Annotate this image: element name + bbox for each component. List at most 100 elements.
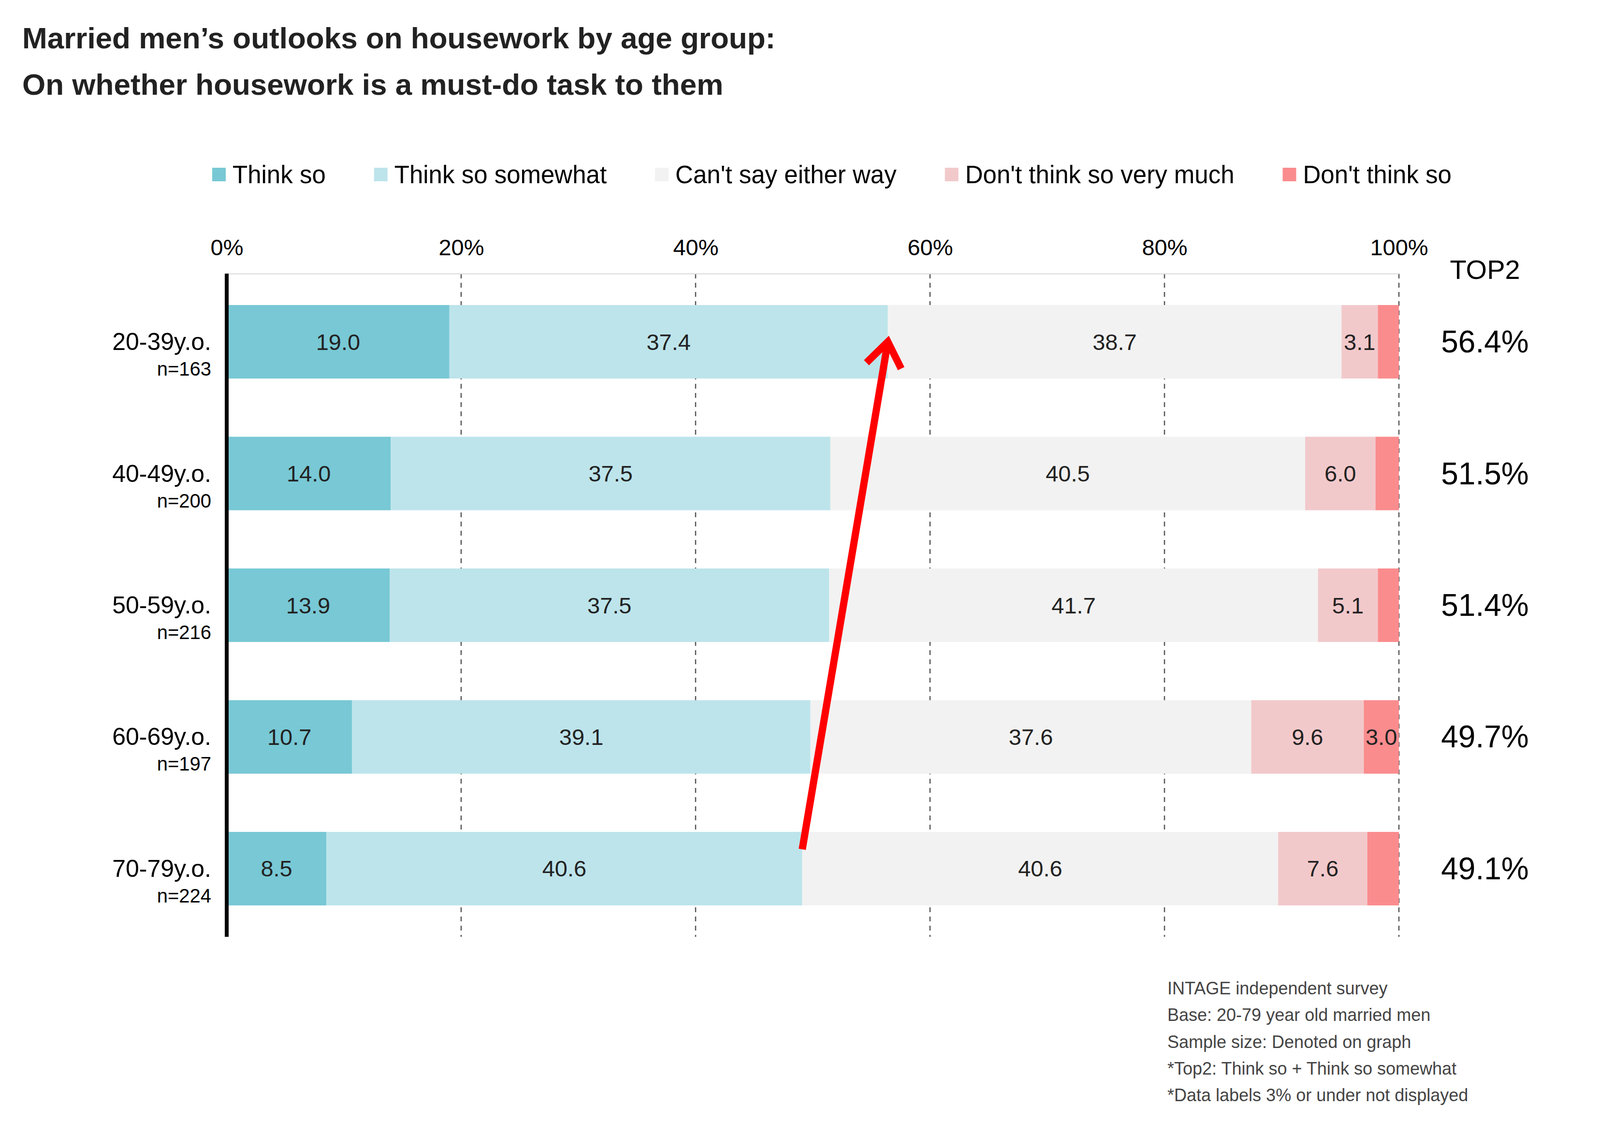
data-label: 37.4 (646, 329, 691, 355)
data-label: 3.0 (1365, 724, 1397, 750)
data-label: 10.7 (267, 724, 312, 750)
legend-swatch (945, 167, 959, 182)
x-tick-label: 40% (672, 234, 719, 261)
legend-label: Think so (232, 160, 326, 189)
note: Sample size: Denoted on graph (1167, 1032, 1411, 1052)
data-label: 7.6 (1307, 855, 1339, 882)
bar (829, 568, 1318, 642)
bar (1318, 568, 1379, 642)
data-label: 19.0 (316, 329, 361, 355)
note: Base: 20-79 year old married men (1167, 1004, 1431, 1025)
legend-swatch (654, 167, 669, 182)
x-tick: 0% (210, 234, 244, 274)
x-tick: 80% (1141, 234, 1188, 274)
trend-arrow (802, 341, 902, 850)
x-tick-label: 100% (1369, 234, 1428, 261)
background (0, 0, 1600, 1121)
data-label: 40.6 (1018, 855, 1062, 882)
x-tick: 60% (907, 234, 953, 274)
bar (1367, 831, 1399, 906)
note: *Top2: Think so + Think so somewhat (1167, 1058, 1457, 1079)
data-label: 9.6 (1291, 724, 1324, 750)
x-tick: 40% (672, 234, 719, 274)
data-label: 41.7 (1051, 592, 1096, 619)
y-tick-label: 50-59y.o. (112, 591, 212, 619)
bar (226, 436, 392, 510)
y-tick-sublabel: n=216 (157, 621, 212, 643)
y-axis: 20-39y.o.n=16340-49y.o.n=20050-59y.o.n=2… (112, 328, 212, 907)
top2-value: 51.5% (1440, 456, 1529, 492)
data-label: 6.0 (1324, 460, 1356, 487)
bar (1250, 699, 1364, 774)
bar (830, 436, 1306, 510)
y-tick-label: 20-39y.o. (112, 328, 212, 356)
top2-value: 51.4% (1440, 587, 1529, 623)
data-label: 13.9 (286, 592, 331, 619)
data-label: 8.5 (260, 855, 292, 882)
note: *Data labels 3% or under not displayed (1167, 1085, 1469, 1106)
y-tick-sublabel: n=197 (157, 753, 212, 775)
legend-label: Don't think so (1303, 160, 1452, 189)
grid (226, 273, 1399, 937)
top2-value: 56.4% (1440, 324, 1529, 360)
note: INTAGE independent survey (1167, 978, 1388, 999)
data-label: 39.1 (559, 724, 604, 750)
x-tick-label: 0% (210, 234, 244, 261)
bar (226, 568, 390, 642)
legend-label: Can't say either way (675, 160, 897, 189)
bar (1341, 305, 1378, 379)
subtitle: On whether housework is a must-do task t… (22, 67, 724, 102)
data-label: 14.0 (286, 460, 331, 487)
data-label: 3.1 (1343, 329, 1376, 355)
x-tick: 20% (438, 234, 484, 274)
bar (1278, 831, 1368, 906)
bar (810, 699, 1252, 774)
data-label: 37.5 (587, 592, 632, 619)
x-tick: 100% (1369, 234, 1428, 274)
top2-title: TOP2 (1449, 254, 1520, 285)
bar (1305, 436, 1376, 510)
top2-value: 49.7% (1440, 719, 1529, 755)
legend-swatch (212, 167, 226, 182)
notes: INTAGE independent survey Base: 20-79 yea… (1167, 978, 1469, 1106)
chart: Married men’s outlooks on housework by a… (0, 0, 1600, 1121)
arrow-shaft (802, 341, 888, 850)
data-label: 5.1 (1332, 592, 1364, 619)
legend-swatch (1282, 167, 1297, 182)
x-tick-label: 80% (1141, 234, 1188, 261)
data-label: 37.6 (1008, 724, 1053, 750)
data-label: 37.5 (588, 460, 633, 487)
bar (1377, 568, 1399, 642)
x-tick-label: 60% (907, 234, 953, 261)
data-label: 38.7 (1092, 329, 1137, 355)
bar (226, 699, 352, 774)
legend-label: Think so somewhat (394, 160, 607, 189)
bar (1375, 436, 1400, 510)
bar (389, 568, 830, 642)
bar (802, 831, 1279, 906)
x-axis-line (227, 273, 1400, 275)
y-tick-sublabel: n=224 (157, 885, 212, 907)
bar (351, 699, 811, 774)
top2-value: 49.1% (1440, 851, 1529, 887)
x-tick-label: 20% (438, 234, 484, 261)
y-tick-label: 40-49y.o. (112, 460, 212, 488)
bar (226, 305, 450, 379)
data-labels: 19.0 14.0 13.9 10.7 8.5 37.4 37.5 37.5 39.1 40.6 3… (260, 329, 1397, 882)
title: Married men’s outlooks on housework by a… (22, 21, 776, 55)
y-tick-sublabel: n=200 (157, 490, 212, 512)
arrow-head (866, 341, 902, 369)
data-label: 40.5 (1045, 460, 1090, 487)
bar (391, 436, 831, 510)
y-tick-sublabel: n=163 (157, 358, 212, 380)
bar (326, 831, 803, 906)
bar (449, 305, 888, 379)
bar (1363, 699, 1399, 774)
grid-line (226, 273, 228, 937)
y-tick-label: 70-79y.o. (112, 855, 212, 883)
bar (887, 305, 1342, 379)
x-axis: 0% 20% 40% 60% 80% 100% (210, 234, 1429, 275)
bar (1377, 305, 1399, 379)
legend-swatch (374, 167, 388, 182)
data-label: 40.6 (542, 855, 587, 882)
